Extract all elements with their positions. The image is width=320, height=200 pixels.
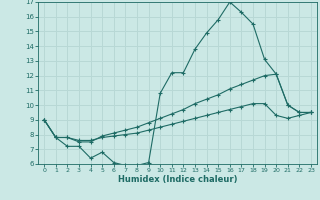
X-axis label: Humidex (Indice chaleur): Humidex (Indice chaleur) (118, 175, 237, 184)
